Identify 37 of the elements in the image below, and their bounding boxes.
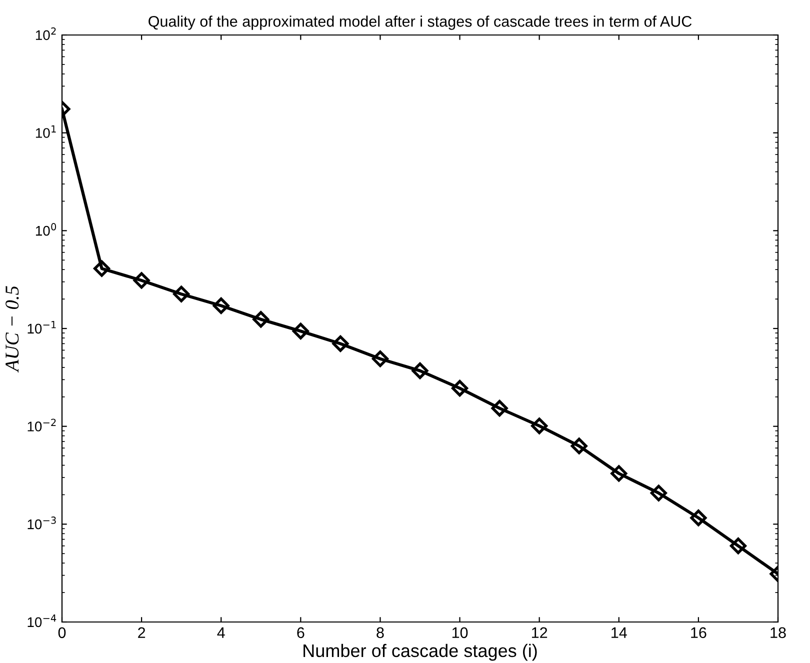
point [212,297,230,314]
y-tick-label: 10$^{−2}$ [28,418,56,432]
x-tick-label: 12 [532,627,548,638]
point [94,260,110,277]
point [452,380,468,397]
y-tick-label: 10$^{2}$ [36,27,56,40]
point [491,400,508,417]
y-tick-label: 10$^{−3}$ [28,516,56,530]
x-tick-label: 14 [612,627,627,638]
point [610,465,628,482]
y-tick-label: 10$^{1}$ [36,125,56,138]
x-tick-label: 2 [138,627,146,638]
x-tick-label: 16 [691,627,706,638]
x-tick-label: 8 [376,627,384,638]
point [173,286,190,302]
y-axis-title: AUC − 0.5 [6,286,19,373]
x-tick-label: 18 [770,627,786,638]
point [292,322,309,340]
point [133,272,150,289]
x-axis-title: Number of cascade stages (i) [304,644,537,661]
point [730,538,746,554]
y-tick-label: 10$^{−4}$ [28,614,56,628]
x-tick-label: 4 [217,627,225,638]
point [372,350,388,368]
point [252,311,270,328]
point [570,438,588,454]
point [531,418,548,434]
y-tick-label: 10$^{−1}$ [28,321,56,334]
x-tick-label: 10 [452,627,468,638]
y-tick-label: 10$^{0}$ [36,223,56,236]
x-tick-label: 0 [58,627,66,638]
point [412,362,428,380]
chart-title: Quality of the approximated model after i stages of cascade trees in term of AUC [148,16,692,30]
point [690,510,707,526]
point [332,335,349,352]
point [650,484,667,502]
x-tick-label: 6 [297,627,304,638]
